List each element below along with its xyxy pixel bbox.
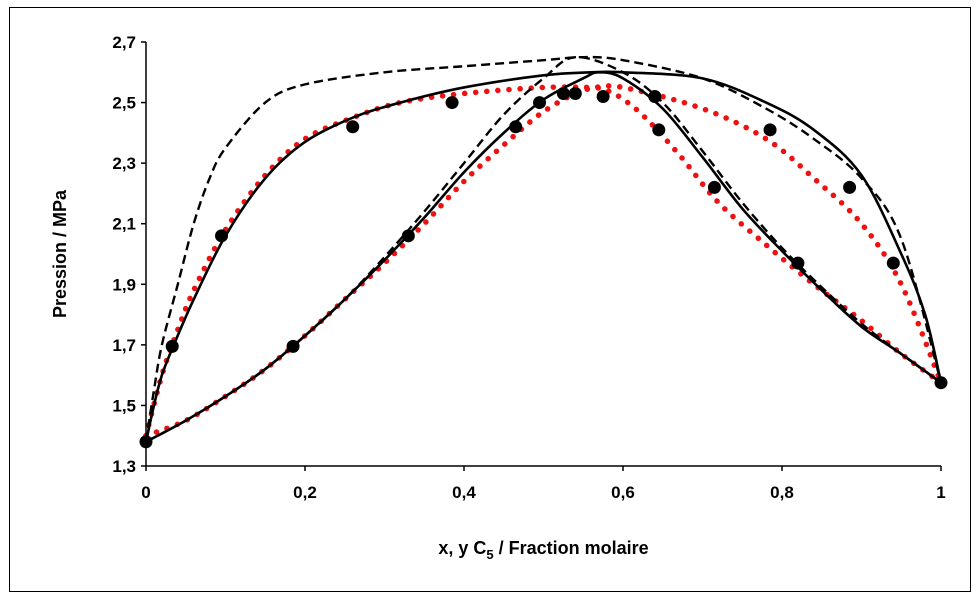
x-tick-label: 0,2 xyxy=(293,483,317,502)
dotted-curve-dew xyxy=(143,83,944,439)
y-axis-title: Pression / MPa xyxy=(50,189,70,318)
y-tick-label: 1,5 xyxy=(112,396,136,415)
data-point xyxy=(843,180,857,194)
data-point xyxy=(707,180,721,194)
x-tick-label: 0,4 xyxy=(452,483,476,502)
x-axis-title: x, y C5 / Fraction molaire xyxy=(438,538,648,562)
data-point xyxy=(401,229,415,243)
axes-layer xyxy=(145,42,941,467)
x-axis-title-rest: / Fraction molaire xyxy=(494,538,649,558)
y-tick-label: 2,5 xyxy=(112,94,136,113)
x-tick-label: 0,8 xyxy=(770,483,794,502)
data-point xyxy=(286,339,300,353)
points-layer xyxy=(139,86,948,449)
x-tick-label: 0,6 xyxy=(611,483,635,502)
data-point xyxy=(165,339,179,353)
x-tick-label: 1 xyxy=(936,483,945,502)
y-tick-label: 1,7 xyxy=(112,336,136,355)
ticks-layer: 1,3 1,5 1,7 1,9 2,1 2,3 2,5 2,7 0 0,2 0,4 0,6 0,8 1 xyxy=(112,33,945,502)
solid-curve-bubble xyxy=(145,70,942,443)
solid-curve-dew xyxy=(144,70,943,443)
dashed-curve-dew xyxy=(144,55,943,442)
curves-layer xyxy=(143,55,944,443)
data-point xyxy=(215,229,229,243)
data-point xyxy=(556,86,570,100)
data-point xyxy=(763,123,777,137)
y-tick-label: 2,1 xyxy=(112,215,136,234)
y-tick-label: 2,3 xyxy=(112,154,136,173)
data-point xyxy=(533,96,547,110)
dashed-curve-bubble xyxy=(145,55,942,443)
data-point xyxy=(596,90,610,104)
y-tick-label: 1,9 xyxy=(112,275,136,294)
y-tick-label: 1,3 xyxy=(112,457,136,476)
x-axis-title-main: x, y C xyxy=(438,538,486,558)
data-point xyxy=(346,120,360,134)
data-point xyxy=(509,120,523,134)
x-axis-title-subscript: 5 xyxy=(486,547,493,562)
data-point xyxy=(886,256,900,270)
data-point xyxy=(652,123,666,137)
dotted-curve-bubble xyxy=(143,85,944,439)
data-point xyxy=(648,90,662,104)
x-tick-label: 0 xyxy=(141,483,150,502)
data-point xyxy=(445,96,459,110)
chart-frame xyxy=(9,7,971,592)
data-point xyxy=(934,376,948,390)
data-point xyxy=(791,256,805,270)
data-point xyxy=(568,86,582,100)
y-tick-label: 2,7 xyxy=(112,33,136,52)
